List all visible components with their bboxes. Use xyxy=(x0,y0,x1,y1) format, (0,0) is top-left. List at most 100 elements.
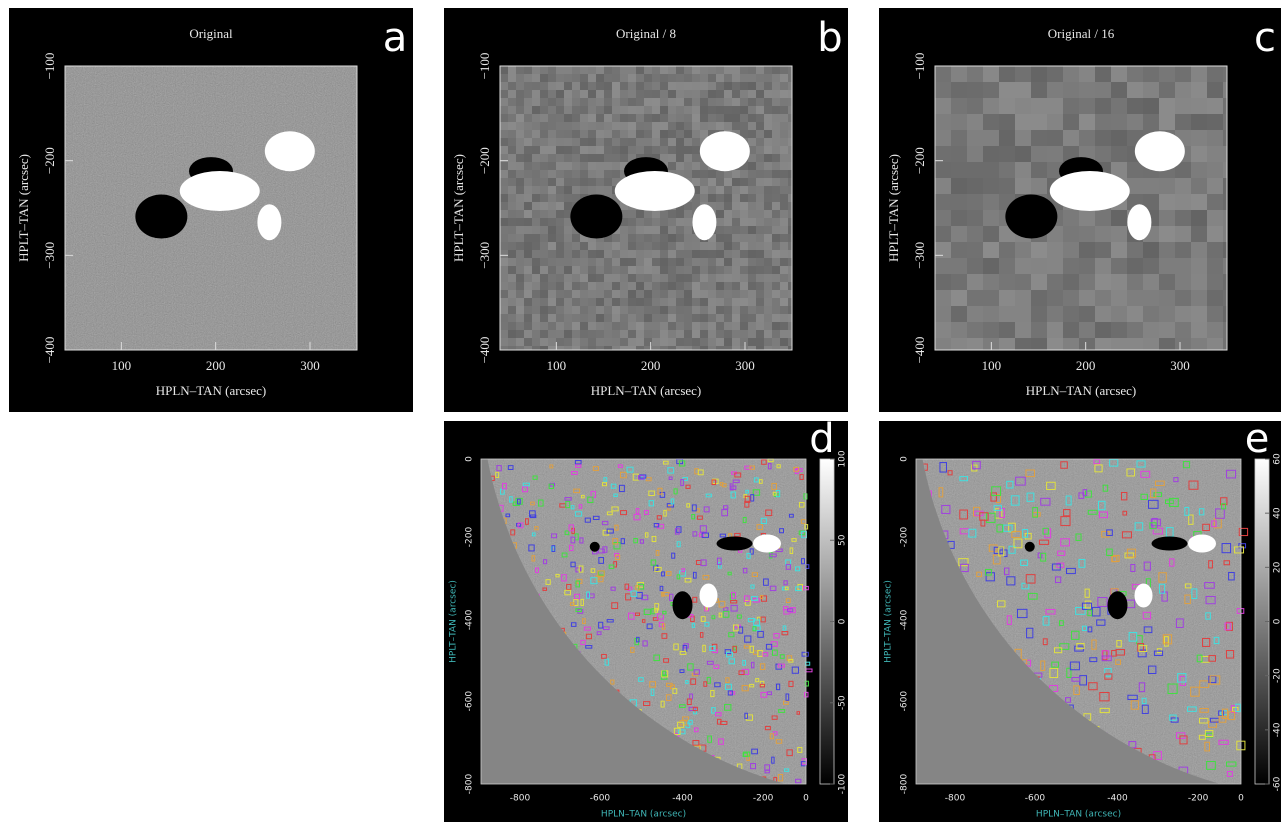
pixel xyxy=(500,106,508,114)
pixel xyxy=(740,114,748,122)
pixel xyxy=(524,98,532,106)
pixel xyxy=(604,274,612,282)
pixel xyxy=(788,290,792,298)
pixel xyxy=(516,306,524,314)
pixel xyxy=(644,266,652,274)
pixel xyxy=(596,170,604,178)
pixel xyxy=(788,258,792,266)
pixel xyxy=(740,338,748,346)
pixel xyxy=(612,162,620,170)
pixel xyxy=(764,298,772,306)
pixel xyxy=(668,282,676,290)
pixel xyxy=(780,90,788,98)
pixel xyxy=(756,226,764,234)
pixel xyxy=(508,162,516,170)
pixel xyxy=(716,74,724,82)
pixel xyxy=(983,194,999,210)
pixel xyxy=(508,242,516,250)
pixel xyxy=(967,258,983,274)
pixel xyxy=(676,106,684,114)
pixel xyxy=(644,218,652,226)
pixel xyxy=(780,170,788,178)
pixel xyxy=(1047,274,1063,290)
pixel xyxy=(1159,114,1175,130)
pixel xyxy=(1095,98,1111,114)
pixel xyxy=(935,322,951,338)
pixel xyxy=(716,282,724,290)
pixel xyxy=(668,346,676,350)
pixel xyxy=(540,314,548,322)
pixel xyxy=(764,234,772,242)
pixel xyxy=(788,306,792,314)
pixel xyxy=(676,314,684,322)
pixel xyxy=(999,130,1015,146)
pixel xyxy=(1191,66,1207,82)
pixel xyxy=(764,210,772,218)
pixel xyxy=(676,266,684,274)
pixel xyxy=(1015,322,1031,338)
pixel xyxy=(772,290,780,298)
pixel xyxy=(1127,82,1143,98)
y-tick-label: −400 xyxy=(42,337,57,364)
pixel xyxy=(756,266,764,274)
y-axis-label: HPLT–TAN (arcsec) xyxy=(16,154,31,262)
pixel xyxy=(780,306,788,314)
pixel xyxy=(652,258,660,266)
pixel xyxy=(756,98,764,106)
pixel xyxy=(580,98,588,106)
pixel xyxy=(612,82,620,90)
pixel xyxy=(967,274,983,290)
pixel xyxy=(644,250,652,258)
pixel xyxy=(660,314,668,322)
pixel xyxy=(612,66,620,74)
pixel xyxy=(1159,194,1175,210)
pixel xyxy=(500,218,508,226)
pixel xyxy=(660,122,668,130)
x-tick-label: 100 xyxy=(547,358,567,373)
pixel xyxy=(604,306,612,314)
pixel xyxy=(500,82,508,90)
pixel xyxy=(652,130,660,138)
pixel xyxy=(756,322,764,330)
pixel xyxy=(764,66,772,74)
pixel xyxy=(788,146,792,154)
pixel xyxy=(676,234,684,242)
pixel xyxy=(556,258,564,266)
y-tick-label: −200 xyxy=(912,147,927,174)
pixel xyxy=(572,122,580,130)
pixel xyxy=(508,306,516,314)
pixel xyxy=(612,114,620,122)
pixel xyxy=(668,298,676,306)
pixel xyxy=(1015,98,1031,114)
pixel xyxy=(604,282,612,290)
pixel xyxy=(732,114,740,122)
pixel xyxy=(756,202,764,210)
pixel xyxy=(684,218,692,226)
pixel xyxy=(668,314,676,322)
pixel xyxy=(580,66,588,74)
pixel xyxy=(951,98,967,114)
pixel xyxy=(788,282,792,290)
pixel xyxy=(524,330,532,338)
pixel xyxy=(1047,338,1063,350)
pixel xyxy=(708,114,716,122)
pixel xyxy=(580,314,588,322)
pixel xyxy=(564,266,572,274)
magnetic-region xyxy=(135,195,187,239)
pixel xyxy=(708,290,716,298)
pixel xyxy=(1095,258,1111,274)
pixel xyxy=(935,66,951,82)
pixel xyxy=(1095,322,1111,338)
pixel xyxy=(780,106,788,114)
pixel xyxy=(596,338,604,346)
y-tick-label: -400 xyxy=(900,609,910,630)
pixel xyxy=(500,250,508,258)
pixel xyxy=(580,298,588,306)
pixel xyxy=(572,282,580,290)
pixel xyxy=(692,154,700,162)
pixel xyxy=(540,266,548,274)
x-tick-label: -600 xyxy=(1025,794,1046,804)
pixel xyxy=(788,154,792,162)
pixel xyxy=(524,90,532,98)
pixel xyxy=(580,186,588,194)
